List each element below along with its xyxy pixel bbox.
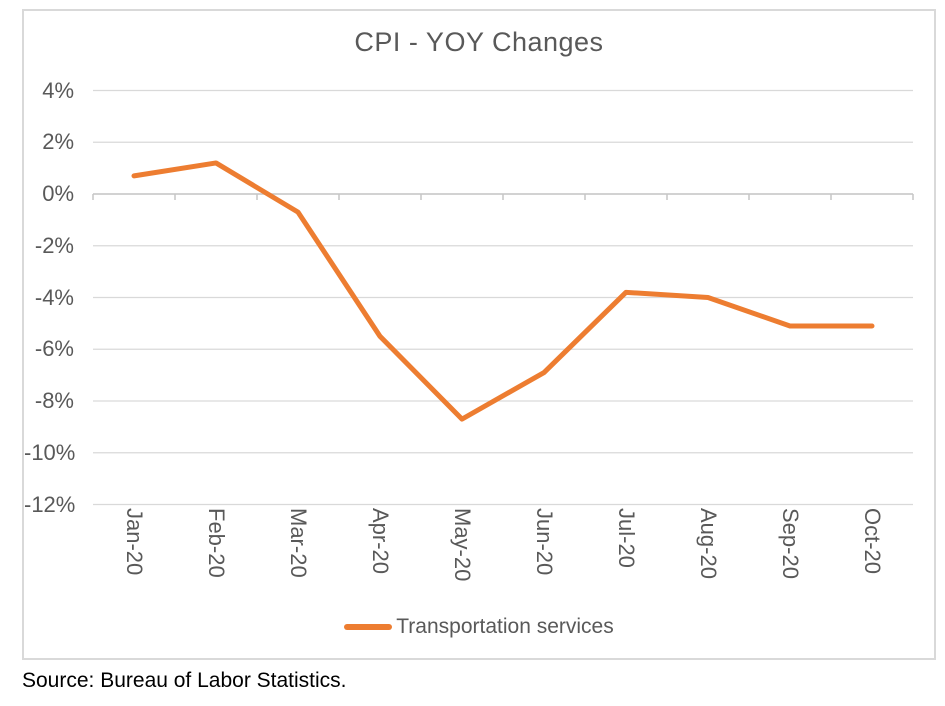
source-note: Source: Bureau of Labor Statistics. xyxy=(22,669,347,692)
legend-line-swatch xyxy=(344,624,393,630)
x-axis-label: Jul-20 xyxy=(614,508,639,568)
legend: Transportation services xyxy=(24,613,934,641)
y-axis-label: -10% xyxy=(24,439,76,465)
x-axis-label: Sep-20 xyxy=(778,508,803,579)
x-axis-label: Oct-20 xyxy=(860,508,885,575)
y-axis-label: 4% xyxy=(42,77,74,103)
chart-title: CPI - YOY Changes xyxy=(354,27,604,57)
x-axis-label: Jun-20 xyxy=(532,508,557,576)
x-axis-label: Feb-20 xyxy=(204,508,229,578)
plot-area xyxy=(92,89,914,506)
x-axis-line-and-ticks xyxy=(92,193,914,200)
legend-series-label: Transportation services xyxy=(396,615,614,638)
chart-frame: CPI - YOY Changes 4% 2% 0% -2% -4% -6% -8% -10%… xyxy=(22,9,936,660)
x-axis-label: Mar-20 xyxy=(286,508,311,578)
series-polyline xyxy=(131,160,875,422)
x-axis-label: Apr-20 xyxy=(368,508,393,575)
x-axis-label: May-20 xyxy=(450,508,475,582)
y-axis-label: 0% xyxy=(42,181,74,206)
y-axis-label: -6% xyxy=(34,336,74,362)
y-axis-label: -12% xyxy=(24,491,76,517)
series-line xyxy=(131,160,875,422)
gridlines xyxy=(93,89,913,506)
x-axis-label: Aug-20 xyxy=(696,508,721,579)
y-axis-label: -2% xyxy=(34,232,74,258)
y-axis-label: 2% xyxy=(42,129,74,155)
y-axis-label: -4% xyxy=(34,284,74,310)
y-axis-label: -8% xyxy=(34,388,74,413)
x-axis-label: Jan-20 xyxy=(122,508,147,576)
